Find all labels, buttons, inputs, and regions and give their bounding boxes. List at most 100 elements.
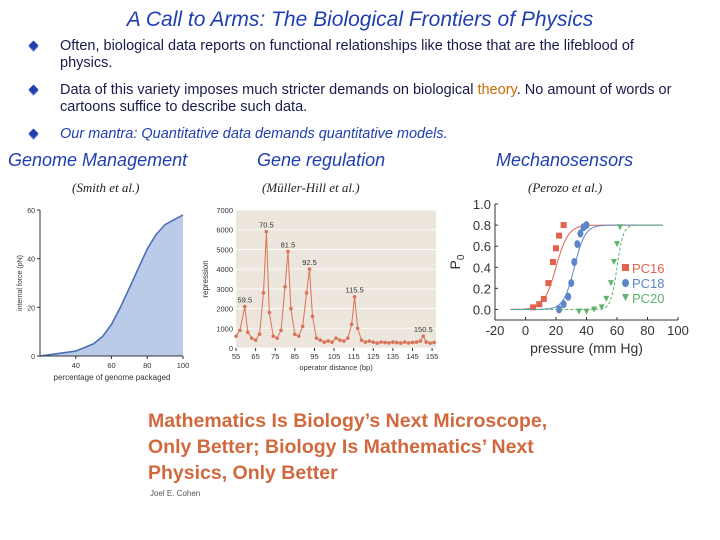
data-point (363, 340, 368, 344)
point-pc18 (568, 279, 575, 288)
area-line (39, 214, 184, 357)
data-point (261, 291, 266, 295)
data-point (379, 340, 383, 344)
point-pc18 (560, 300, 567, 309)
y-tick-label: 0 (229, 344, 233, 353)
point-pc16 (536, 301, 543, 308)
legend-marker (622, 264, 629, 271)
x-axis-label: operator distance (bp) (299, 363, 373, 372)
peak-label: 92.5 (302, 258, 317, 267)
data-point (296, 334, 301, 338)
data-point (267, 310, 272, 315)
legend-label: PC16 (632, 261, 665, 276)
point-pc18 (565, 292, 572, 301)
data-point (293, 332, 297, 336)
point-pc18 (574, 240, 581, 249)
y-tick-label: 1000 (216, 324, 233, 333)
x-tick-label: 55 (232, 352, 240, 361)
peak-label: 115.5 (346, 286, 364, 295)
slide-title: A Call to Arms: The Biological Frontiers… (126, 8, 594, 31)
y-axis-label: P0 (447, 254, 467, 269)
x-axis-label: pressure (mm Hg) (530, 340, 643, 356)
point-pc20 (614, 241, 620, 248)
legend-marker (622, 294, 629, 301)
data-point (424, 340, 428, 344)
x-tick-label: 40 (72, 361, 80, 370)
chart-mechanosensor: 0.0 0.2 0.4 0.6 0.8 1.0 -20 0 20 40 60 80 100 PC16PC1… (447, 197, 689, 356)
legend-label: PC20 (632, 291, 665, 306)
bullet-1: Often, biological data reports on functi… (28, 38, 690, 72)
point-pc16 (545, 280, 552, 287)
point-pc18 (556, 305, 563, 314)
y-tick-label: 3000 (216, 285, 233, 294)
point-pc16 (553, 245, 559, 252)
data-point (275, 336, 279, 340)
bullet-2: Data of this variety imposes much strict… (28, 82, 690, 116)
data-point (243, 304, 247, 309)
y-tick-label: 60 (27, 208, 35, 215)
data-point (387, 341, 391, 345)
y-tick-label: 0.6 (473, 239, 491, 254)
data-point (371, 340, 376, 344)
point-pc16 (549, 259, 556, 265)
data-point (249, 336, 254, 340)
x-tick-label: 40 (579, 323, 593, 338)
y-tick-label: 20 (27, 305, 35, 312)
data-point (398, 341, 403, 345)
data-point (279, 328, 283, 333)
x-tick-label: 80 (640, 323, 654, 338)
data-point (234, 334, 238, 338)
data-point (349, 322, 354, 327)
quote: Mathematics Is Biology’s Next Microscope… (148, 408, 618, 486)
point-pc16 (540, 295, 547, 302)
citation-perozo: (Perozo et al.) (528, 180, 603, 195)
x-tick-label: 60 (107, 361, 115, 370)
point-pc20 (617, 224, 624, 231)
data-point (286, 249, 290, 254)
point-pc18 (583, 221, 590, 230)
y-tick-label: 7000 (216, 206, 233, 215)
point-pc20 (575, 308, 582, 315)
data-point (394, 340, 399, 345)
data-point (345, 336, 350, 340)
x-tick-label: 75 (271, 352, 279, 361)
bullet-1-text: Often, biological data reports on functi… (60, 38, 634, 71)
point-pc16 (560, 222, 567, 229)
chart-genome-packaging: 0 20 40 60 40 60 80 100 percentage of genome pac… (17, 208, 189, 382)
x-tick-label: 135 (387, 352, 400, 361)
bullet-list: Often, biological data reports on functi… (28, 38, 690, 153)
x-tick-label: 155 (426, 352, 439, 361)
section-genome-management: Genome Management (8, 150, 188, 170)
y-tick-label: 0.4 (473, 260, 491, 275)
section-gene-regulation: Gene regulation (257, 150, 386, 170)
data-point (352, 294, 357, 299)
point-pc20 (583, 308, 590, 315)
y-tick-label: 0.8 (473, 218, 491, 233)
data-point (432, 340, 436, 345)
data-point (428, 341, 432, 345)
data-point (338, 338, 342, 342)
quote-line-2: Only Better; Biology Is Mathematics’ Nex… (148, 436, 534, 458)
peak-label: 59.5 (238, 296, 253, 305)
data-point (391, 340, 395, 344)
data-point (334, 336, 338, 340)
data-point (359, 338, 364, 342)
point-pc20 (607, 280, 614, 287)
x-tick-label: 125 (367, 352, 380, 361)
x-tick-label: 95 (310, 352, 318, 361)
legend-marker (622, 279, 629, 287)
data-point (304, 291, 309, 295)
data-point (307, 267, 312, 271)
bullet-3-text: Our mantra: Quantitative data demands qu… (60, 126, 448, 142)
x-tick-label: 80 (143, 361, 151, 370)
data-point (257, 332, 262, 336)
section-mechanosensors: Mechanosensors (496, 150, 634, 170)
data-point (342, 339, 346, 343)
x-tick-label: 60 (610, 323, 624, 338)
data-point (310, 314, 315, 319)
x-axis-label: percentage of genome packaged (54, 373, 171, 382)
data-point (418, 339, 423, 343)
quote-line-1: Mathematics Is Biology’s Next Microscope… (148, 410, 548, 432)
point-pc20 (603, 295, 610, 302)
y-tick-label: 0.0 (473, 302, 491, 317)
